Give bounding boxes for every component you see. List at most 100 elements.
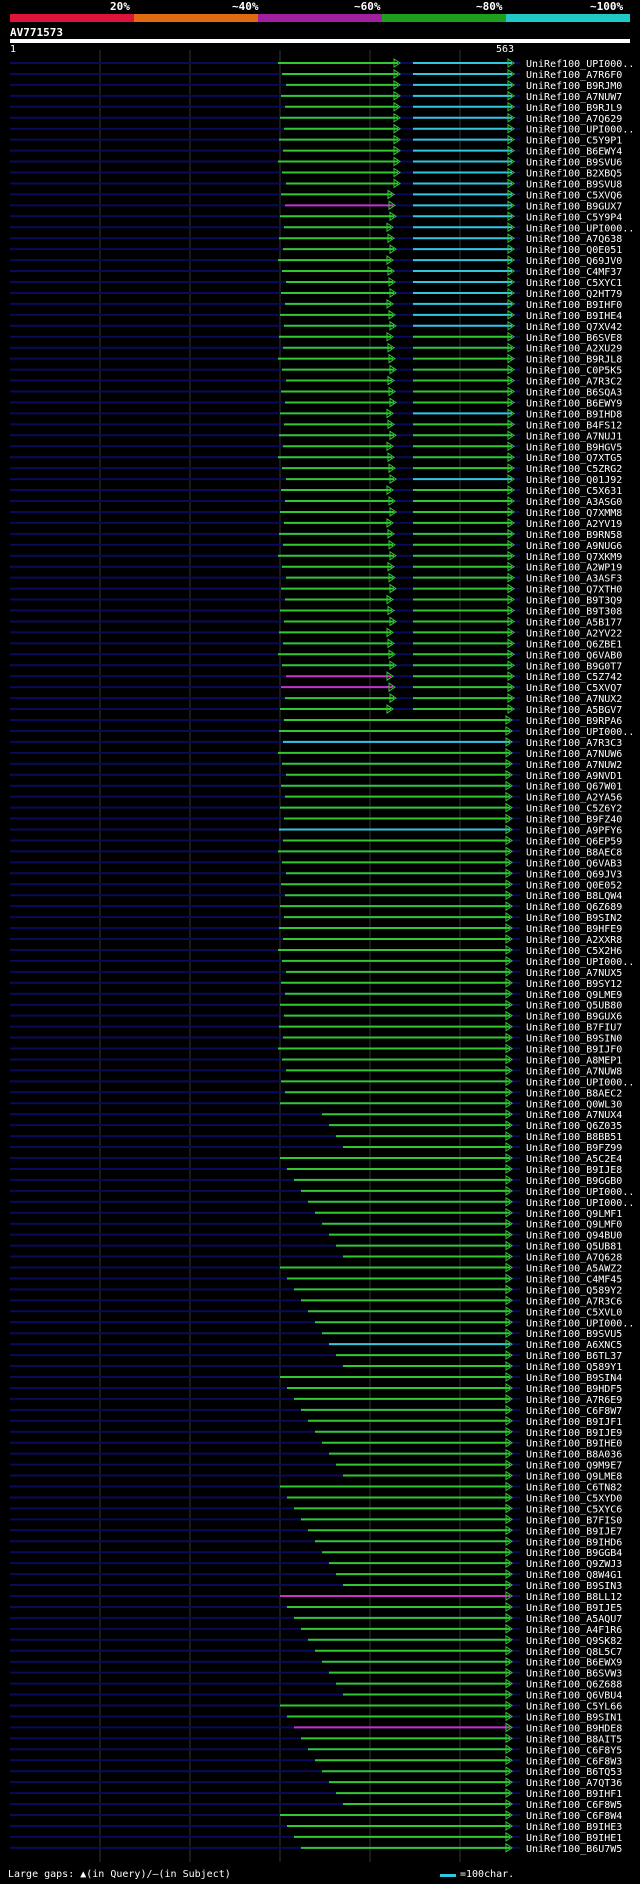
hit-label[interactable]: UniRef100_Q6Z035	[526, 1121, 622, 1132]
hit-label[interactable]: UniRef100_Q6ZBE1	[526, 639, 622, 650]
hit-label[interactable]: UniRef100_Q9LME8	[526, 1472, 622, 1483]
hit-label[interactable]: UniRef100_C5Y9P4	[526, 212, 622, 223]
hit-label[interactable]: UniRef100_A7NUX5	[526, 968, 622, 979]
hit-label[interactable]: UniRef100_A7R6F0	[526, 70, 622, 81]
hit-label[interactable]: UniRef100_A3ASG0	[526, 497, 622, 508]
hit-label[interactable]: UniRef100_B9SVU6	[526, 158, 622, 169]
hit-label[interactable]: UniRef100_B4FS12	[526, 420, 622, 431]
hit-label[interactable]: UniRef100_Q9LMF0	[526, 1220, 622, 1231]
hit-label[interactable]: UniRef100_C5YL66	[526, 1702, 622, 1713]
hit-label[interactable]: UniRef100_Q6VBU4	[526, 1691, 622, 1702]
hit-label[interactable]: UniRef100_C4MF37	[526, 267, 622, 278]
hit-label[interactable]: UniRef100_B9IJE7	[526, 1526, 622, 1537]
hit-label[interactable]: UniRef100_Q69JV3	[526, 869, 622, 880]
hit-label[interactable]: UniRef100_C6TN82	[526, 1483, 622, 1494]
hit-label[interactable]: UniRef100_Q69JV0	[526, 256, 622, 267]
hit-label[interactable]: UniRef100_B9SIN4	[526, 1373, 622, 1384]
hit-label[interactable]: UniRef100_UPI000..	[526, 957, 634, 968]
hit-label[interactable]: UniRef100_B6EWY4	[526, 147, 622, 158]
hit-label[interactable]: UniRef100_A5C2E4	[526, 1154, 622, 1165]
hit-label[interactable]: UniRef100_Q7XMM8	[526, 508, 622, 519]
hit-label[interactable]: UniRef100_A7NUX2	[526, 694, 622, 705]
hit-label[interactable]: UniRef100_Q6Z689	[526, 902, 622, 913]
hit-label[interactable]: UniRef100_A2XXR8	[526, 935, 622, 946]
hit-label[interactable]: UniRef100_C5XVL0	[526, 1307, 622, 1318]
hit-label[interactable]: UniRef100_C6F8W4	[526, 1811, 622, 1822]
hit-label[interactable]: UniRef100_Q6VAB0	[526, 650, 622, 661]
hit-label[interactable]: UniRef100_B8AIT5	[526, 1734, 622, 1745]
hit-label[interactable]: UniRef100_UPI000..	[526, 1198, 634, 1209]
hit-label[interactable]: UniRef100_Q5UB81	[526, 1242, 622, 1253]
hit-label[interactable]: UniRef100_B9RN58	[526, 530, 622, 541]
hit-label[interactable]: UniRef100_B9SIN2	[526, 913, 622, 924]
hit-label[interactable]: UniRef100_B7FIU7	[526, 1023, 622, 1034]
hit-label[interactable]: UniRef100_A7R3C2	[526, 377, 622, 388]
hit-label[interactable]: UniRef100_B9SIN0	[526, 1034, 622, 1045]
hit-label[interactable]: UniRef100_B9FZ99	[526, 1143, 622, 1154]
hit-label[interactable]: UniRef100_B6TQ53	[526, 1767, 622, 1778]
hit-label[interactable]: UniRef100_A2YA56	[526, 793, 622, 804]
hit-label[interactable]: UniRef100_B6EWY9	[526, 398, 622, 409]
hit-label[interactable]: UniRef100_B8AEC2	[526, 1088, 622, 1099]
hit-label[interactable]: UniRef100_B9GGB0	[526, 1176, 622, 1187]
hit-label[interactable]: UniRef100_Q5UB80	[526, 1001, 622, 1012]
hit-label[interactable]: UniRef100_B9FZ40	[526, 815, 622, 826]
hit-label[interactable]: UniRef100_A2YV19	[526, 519, 622, 530]
hit-label[interactable]: UniRef100_A7NUW2	[526, 760, 622, 771]
hit-label[interactable]: UniRef100_Q6Z688	[526, 1680, 622, 1691]
hit-label[interactable]: UniRef100_C5X2H6	[526, 946, 622, 957]
hit-label[interactable]: UniRef100_A7QT36	[526, 1778, 622, 1789]
hit-label[interactable]: UniRef100_A4F1R6	[526, 1625, 622, 1636]
hit-label[interactable]: UniRef100_B8AEC8	[526, 847, 622, 858]
hit-label[interactable]: UniRef100_C6F8W5	[526, 1800, 622, 1811]
hit-label[interactable]: UniRef100_Q7XTG5	[526, 453, 622, 464]
hit-label[interactable]: UniRef100_Q9ZWJ3	[526, 1559, 622, 1570]
hit-label[interactable]: UniRef100_C5XYC1	[526, 278, 622, 289]
hit-label[interactable]: UniRef100_B9HGV5	[526, 442, 622, 453]
hit-label[interactable]: UniRef100_C5XYC6	[526, 1504, 622, 1515]
hit-label[interactable]: UniRef100_B9IHE1	[526, 1833, 622, 1844]
hit-label[interactable]: UniRef100_B9IJE9	[526, 1428, 622, 1439]
hit-label[interactable]: UniRef100_A7NUW6	[526, 749, 622, 760]
hit-label[interactable]: UniRef100_A7R6E9	[526, 1395, 622, 1406]
hit-label[interactable]: UniRef100_Q6VAB3	[526, 858, 622, 869]
hit-label[interactable]: UniRef100_A2XU29	[526, 344, 622, 355]
hit-label[interactable]: UniRef100_C6F8W7	[526, 1406, 622, 1417]
hit-label[interactable]: UniRef100_A5AWZ2	[526, 1264, 622, 1275]
hit-label[interactable]: UniRef100_B9G0T7	[526, 661, 622, 672]
hit-label[interactable]: UniRef100_B9RPA6	[526, 716, 622, 727]
hit-label[interactable]: UniRef100_B9IJF1	[526, 1417, 622, 1428]
hit-label[interactable]: UniRef100_B9IHE4	[526, 311, 622, 322]
hit-label[interactable]: UniRef100_A5AQU7	[526, 1614, 622, 1625]
hit-label[interactable]: UniRef100_A9PFY6	[526, 826, 622, 837]
hit-label[interactable]: UniRef100_A8MEP1	[526, 1055, 622, 1066]
hit-label[interactable]: UniRef100_Q589Y2	[526, 1285, 622, 1296]
hit-label[interactable]: UniRef100_A9NUG6	[526, 541, 622, 552]
hit-label[interactable]: UniRef100_A7Q628	[526, 1253, 622, 1264]
hit-label[interactable]: UniRef100_Q8L5C7	[526, 1647, 622, 1658]
hit-label[interactable]: UniRef100_B9GUX6	[526, 1012, 622, 1023]
hit-label[interactable]: UniRef100_B7FIS0	[526, 1515, 622, 1526]
hit-label[interactable]: UniRef100_Q01J92	[526, 475, 622, 486]
hit-label[interactable]: UniRef100_C6F8W3	[526, 1756, 622, 1767]
hit-label[interactable]: UniRef100_A6XNC5	[526, 1340, 622, 1351]
hit-label[interactable]: UniRef100_B9IHE0	[526, 1439, 622, 1450]
hit-label[interactable]: UniRef100_B9SIN3	[526, 1581, 622, 1592]
hit-label[interactable]: UniRef100_A9NVD1	[526, 771, 622, 782]
hit-label[interactable]: UniRef100_A5B177	[526, 617, 622, 628]
hit-label[interactable]: UniRef100_UPI000..	[526, 223, 634, 234]
hit-label[interactable]: UniRef100_UPI000..	[526, 59, 634, 70]
hit-label[interactable]: UniRef100_C5XYD0	[526, 1493, 622, 1504]
hit-label[interactable]: UniRef100_Q9SK82	[526, 1636, 622, 1647]
hit-label[interactable]: UniRef100_A5BGV7	[526, 705, 622, 716]
hit-label[interactable]: UniRef100_Q0E051	[526, 245, 622, 256]
hit-label[interactable]: UniRef100_A7NUW8	[526, 1066, 622, 1077]
hit-label[interactable]: UniRef100_Q589Y1	[526, 1362, 622, 1373]
hit-label[interactable]: UniRef100_Q9LMF1	[526, 1209, 622, 1220]
hit-label[interactable]: UniRef100_C0P5K5	[526, 366, 622, 377]
hit-label[interactable]: UniRef100_B8LQW4	[526, 891, 622, 902]
hit-label[interactable]: UniRef100_Q67W01	[526, 782, 622, 793]
hit-label[interactable]: UniRef100_B6SVW3	[526, 1669, 622, 1680]
hit-label[interactable]: UniRef100_B8LL12	[526, 1592, 622, 1603]
hit-label[interactable]: UniRef100_B9IHF1	[526, 1789, 622, 1800]
